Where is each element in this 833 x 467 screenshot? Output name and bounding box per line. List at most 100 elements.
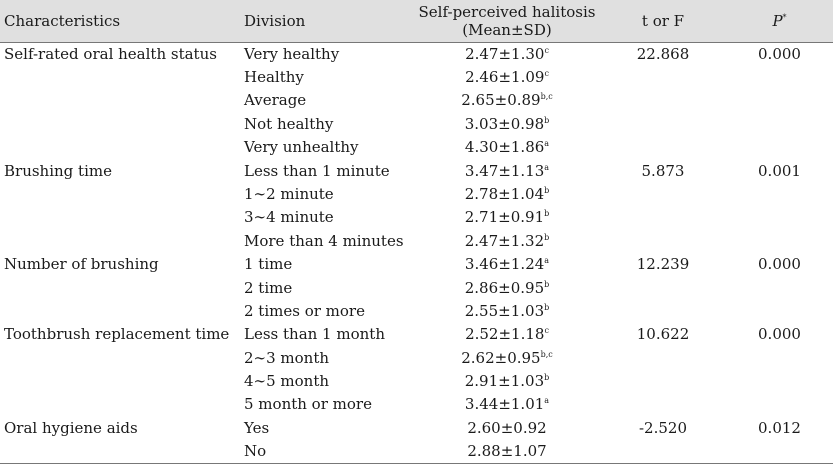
cell-division: Less than 1 minute: [244, 161, 390, 180]
table-row: Brushing time Less than 1 minute 3.47±1.13…: [0, 160, 833, 183]
cell-p-value: [726, 230, 833, 253]
table-row: 2∼3 month 2.62±0.95b,c: [0, 347, 833, 370]
cell-division: Very healthy: [244, 45, 340, 63]
value-text: 2.78±1.04: [464, 184, 545, 203]
cell-division: 2 times or more: [244, 301, 365, 320]
cell-characteristic: [0, 277, 244, 300]
cell-division: 2∼3 month: [244, 348, 330, 367]
cell-characteristic: [0, 206, 244, 229]
table-row: More than 4 minutes 2.47±1.32b: [0, 230, 833, 253]
table-row: 5 month or more 3.44±1.01a: [0, 393, 833, 416]
value-superscript: c: [544, 326, 549, 336]
cell-halitosis-value: 2.60±0.92: [414, 417, 600, 440]
cell-characteristic: Self-rated oral health status: [4, 45, 217, 63]
value-text: 2.47±1.32: [464, 231, 545, 250]
cell-division: Average: [244, 91, 307, 110]
cell-division: 2 time: [244, 278, 293, 297]
value-superscript: b: [544, 373, 550, 383]
value-superscript: b: [544, 115, 550, 125]
cell-p-value: 0.000: [758, 45, 801, 63]
cell-t-or-f: [600, 440, 726, 464]
value-superscript: c: [544, 69, 549, 78]
value-superscript: a: [544, 256, 550, 266]
cell-t-or-f: [600, 300, 726, 323]
cell-t-or-f: [600, 277, 726, 300]
value-text: 3.46±1.24: [464, 255, 545, 274]
table-row: 2 times or more 2.55±1.03b: [0, 300, 833, 323]
cell-characteristic: [0, 300, 244, 323]
cell-t-or-f: [600, 206, 726, 229]
cell-division: Less than 1 month: [244, 325, 385, 344]
value-superscript: b: [544, 302, 550, 312]
table-body: Self-rated oral health status Very health…: [0, 43, 833, 464]
cell-p-value: [726, 89, 833, 112]
value-text: 3.47±1.13: [464, 161, 545, 180]
cell-halitosis-value: 3.44±1.01a: [414, 393, 600, 416]
cell-t-or-f: -2.520: [638, 418, 687, 437]
value-text: 2.88±1.07: [467, 442, 547, 461]
header-halitosis-line2: (Mean±SD): [462, 21, 552, 39]
value-text: 2.52±1.18: [465, 325, 545, 344]
cell-division: Not healthy: [244, 114, 334, 133]
table-row: Toothbrush replacement time Less than 1 m…: [0, 323, 833, 346]
cell-characteristic: [0, 393, 244, 416]
cell-halitosis-value: 2.46±1.09c: [414, 66, 600, 89]
cell-t-or-f: [600, 230, 726, 253]
cell-halitosis-value: 2.47±1.32b: [414, 230, 600, 253]
table-row: Not healthy 3.03±0.98b: [0, 113, 833, 136]
cell-division: 3∼4 minute: [244, 208, 334, 227]
table-row: 1∼2 minute 2.78±1.04b: [0, 183, 833, 206]
cell-characteristic: Number of brushing: [4, 255, 159, 274]
cell-halitosis-value: 2.71±0.91b: [414, 206, 600, 229]
value-superscript: b,c: [540, 92, 553, 102]
cell-t-or-f: [600, 370, 726, 393]
cell-p-value: [726, 113, 833, 136]
cell-t-or-f: [600, 393, 726, 416]
cell-p-value: [726, 277, 833, 300]
value-text: 2.46±1.09: [465, 68, 545, 86]
cell-halitosis-value: 2.86±0.95b: [414, 277, 600, 300]
table-row: 2 time 2.86±0.95b: [0, 277, 833, 300]
table-row: Average 2.65±0.89b,c: [0, 89, 833, 112]
cell-characteristic: [0, 113, 244, 136]
value-text: 2.71±0.91: [464, 208, 545, 227]
cell-p-value: 0.012: [758, 418, 801, 437]
value-text: 2.60±0.92: [467, 418, 547, 437]
cell-p-value: 0.001: [758, 161, 801, 180]
cell-t-or-f: [600, 347, 726, 370]
cell-characteristic: [0, 347, 244, 370]
table-row: Oral hygiene aids Yes 2.60±0.92 -2.520 0.012: [0, 417, 833, 440]
cell-t-or-f: [600, 183, 726, 206]
header-p-sup: *: [782, 13, 787, 22]
value-superscript: a: [544, 162, 550, 172]
cell-halitosis-value: 2.88±1.07: [414, 440, 600, 464]
cell-characteristic: [0, 370, 244, 393]
cell-t-or-f: 12.239: [636, 255, 690, 274]
value-superscript: b,c: [540, 349, 553, 359]
cell-p-value: [726, 393, 833, 416]
value-text: 3.44±1.01: [464, 395, 545, 414]
header-halitosis: Self-perceived halitosis (Mean±SD): [414, 0, 600, 43]
header-p-label: P: [772, 12, 783, 30]
value-text: 4.30±1.86: [464, 138, 545, 157]
value-superscript: b: [544, 279, 550, 289]
value-superscript: b: [544, 232, 550, 242]
value-text: 2.47±1.30: [465, 45, 545, 63]
value-text: 2.65±0.89: [461, 91, 541, 110]
cell-characteristic: Oral hygiene aids: [4, 418, 138, 437]
cell-t-or-f: [600, 113, 726, 136]
cell-p-value: 0.000: [758, 255, 801, 274]
cell-division: 1∼2 minute: [244, 184, 334, 203]
cell-p-value: [726, 347, 833, 370]
cell-halitosis-value: 2.55±1.03b: [414, 300, 600, 323]
table-header: Characteristics Division Self-perceived …: [0, 0, 833, 43]
value-superscript: a: [544, 396, 550, 406]
cell-characteristic: [0, 89, 244, 112]
cell-p-value: [726, 183, 833, 206]
cell-division: No: [244, 442, 267, 461]
cell-characteristic: [0, 230, 244, 253]
cell-division: 5 month or more: [244, 395, 372, 414]
table-row: Very unhealthy 4.30±1.86a: [0, 136, 833, 159]
header-halitosis-line1: Self-perceived halitosis: [418, 3, 596, 21]
